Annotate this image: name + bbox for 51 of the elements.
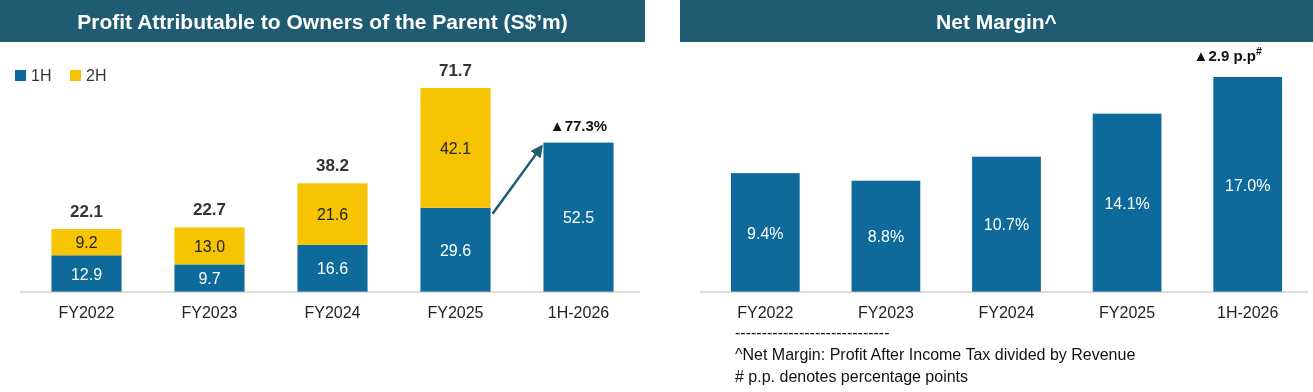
- data-label: 8.8%: [867, 228, 905, 246]
- text: -----------------------------: [735, 324, 890, 341]
- annotation: ▲77.3%: [549, 116, 608, 134]
- bar: [420, 207, 491, 292]
- x-tick-label: FY2024: [304, 304, 361, 321]
- bar: [851, 180, 921, 292]
- x-tick-label: 1H-2026: [547, 304, 610, 321]
- total-label: 22.1: [69, 202, 104, 222]
- data-label: 42.1: [439, 139, 472, 157]
- legend-label: 2H: [86, 67, 107, 84]
- data-label: 29.6: [439, 241, 472, 259]
- bar: [730, 173, 800, 292]
- x-tick-label: 1H-2026: [1217, 304, 1279, 321]
- bar: [51, 255, 122, 292]
- bar: [543, 142, 614, 292]
- bar: [972, 156, 1041, 292]
- x-tick-label: FY2023: [181, 304, 238, 321]
- data-label: 16.6: [316, 260, 349, 278]
- x-tick-label: FY2025: [1099, 304, 1156, 321]
- data-label: 52.5: [562, 209, 595, 227]
- legend-label: 1H: [31, 67, 52, 84]
- data-label: 14.1%: [1104, 194, 1150, 212]
- total-label: 71.7: [438, 61, 473, 80]
- bar: [297, 183, 368, 245]
- data-label: 21.6: [316, 206, 349, 224]
- bar: [1092, 113, 1162, 292]
- data-label: 9.4%: [747, 224, 784, 242]
- total-label: 22.7: [192, 200, 227, 220]
- chart-title: Profit Attributable to Owners of the Parent (S$’m): [77, 10, 568, 33]
- bar: [51, 229, 122, 256]
- text: ^Net Margin: Profit After Income Tax divided by Revenue: [735, 346, 1136, 363]
- data-label: 17.0%: [1225, 176, 1271, 194]
- chart-title: Net Margin^: [936, 10, 1057, 33]
- bar: [420, 88, 491, 208]
- data-label: 9.7: [198, 270, 221, 288]
- data-label: 9.2: [75, 234, 98, 252]
- x-tick-label: FY2025: [427, 304, 484, 321]
- data-label: 12.9: [70, 265, 103, 283]
- annotation: ▲2.9 p.p$^{#}$: [1193, 45, 1262, 64]
- data-label: 10.7%: [983, 216, 1030, 234]
- data-label: 13.0: [193, 237, 226, 255]
- x-tick-label: FY2022: [737, 304, 794, 321]
- bar: [174, 264, 245, 292]
- bar: [174, 227, 245, 265]
- x-tick-label: FY2024: [978, 304, 1035, 321]
- x-tick-label: FY2022: [58, 304, 115, 321]
- total-label: 38.2: [315, 156, 350, 176]
- bar: [1213, 77, 1283, 292]
- text: # p.p. denotes percentage points: [735, 368, 969, 385]
- bar: [297, 244, 368, 292]
- x-tick-label: FY2023: [857, 304, 915, 321]
